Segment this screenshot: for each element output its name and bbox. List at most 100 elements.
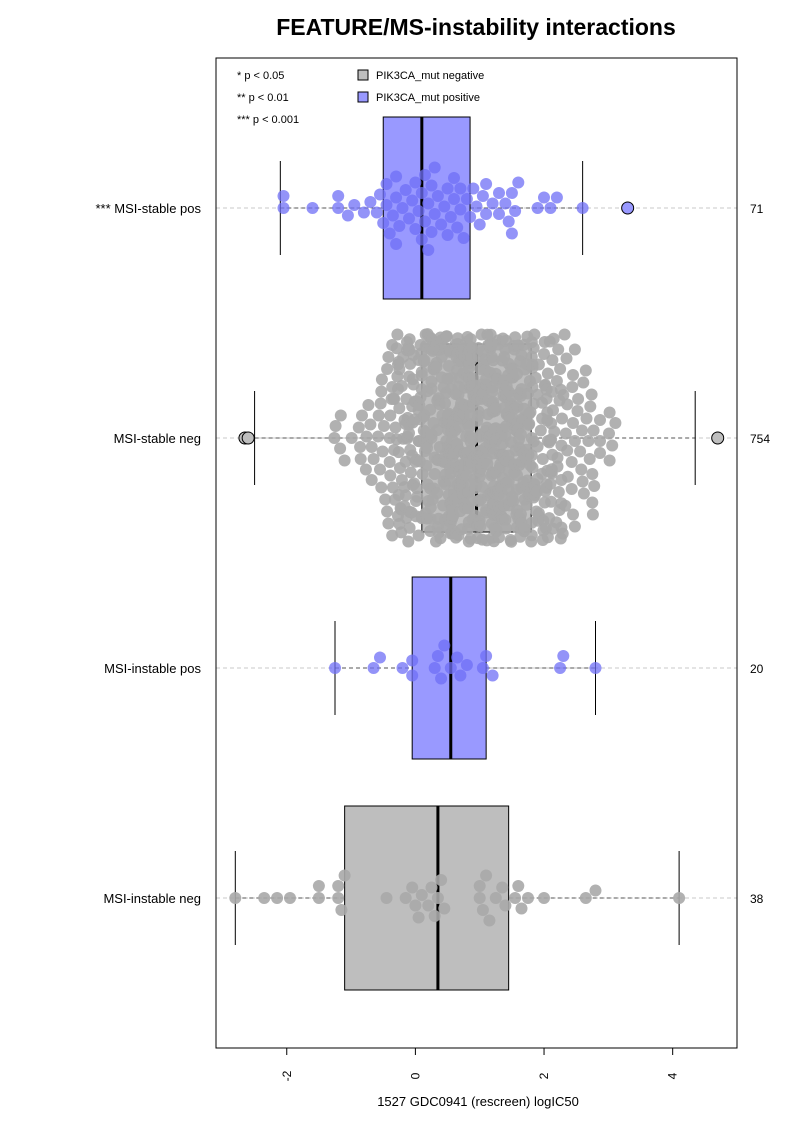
data-point xyxy=(474,880,486,892)
data-point xyxy=(603,428,615,440)
data-point xyxy=(445,662,457,674)
data-point xyxy=(594,414,606,426)
data-point xyxy=(432,190,444,202)
data-point xyxy=(438,640,450,652)
group-label: *** MSI-stable pos xyxy=(96,201,202,216)
data-point xyxy=(411,491,423,503)
group-labels: *** MSI-stable pos 71MSI-stable neg 754MSI… xyxy=(96,201,771,906)
data-point xyxy=(673,892,685,904)
data-point xyxy=(487,670,499,682)
data-point xyxy=(400,489,412,501)
data-point xyxy=(586,468,598,480)
data-point xyxy=(512,177,524,189)
data-point xyxy=(354,441,366,453)
data-point xyxy=(532,202,544,214)
data-point xyxy=(528,329,540,341)
data-point xyxy=(483,915,495,927)
group-count: 71 xyxy=(750,202,764,216)
data-point xyxy=(552,461,564,473)
data-point xyxy=(451,222,463,234)
data-point xyxy=(584,401,596,413)
data-point xyxy=(402,536,414,548)
data-point xyxy=(474,520,486,532)
x-axis: -2 0 2 4 xyxy=(280,1048,680,1081)
data-point xyxy=(548,333,560,345)
data-point xyxy=(604,407,616,419)
data-point xyxy=(313,880,325,892)
data-point xyxy=(413,205,425,217)
data-point xyxy=(387,210,399,222)
data-point xyxy=(426,376,438,388)
data-point xyxy=(339,455,351,467)
data-point xyxy=(499,900,511,912)
data-point xyxy=(577,377,589,389)
data-point xyxy=(372,431,384,443)
data-point xyxy=(329,662,341,674)
data-point xyxy=(416,187,428,199)
data-point xyxy=(566,456,578,468)
data-point xyxy=(480,650,492,662)
x-tick-label: 4 xyxy=(666,1072,680,1079)
data-point xyxy=(362,399,374,411)
data-point xyxy=(590,885,602,897)
data-point xyxy=(464,211,476,223)
data-point xyxy=(584,453,596,465)
data-point xyxy=(258,892,270,904)
data-point xyxy=(578,488,590,500)
data-point xyxy=(381,199,393,211)
data-point xyxy=(569,521,581,533)
data-point xyxy=(409,223,421,235)
data-point xyxy=(493,208,505,220)
data-point xyxy=(360,464,372,476)
data-point xyxy=(461,193,473,205)
significance-legend-entry: * p < 0.05 xyxy=(237,70,284,82)
data-point xyxy=(361,431,373,443)
data-point xyxy=(422,244,434,256)
data-point xyxy=(499,198,511,210)
data-point xyxy=(587,509,599,521)
data-point xyxy=(368,662,380,674)
data-point xyxy=(381,363,393,375)
data-point xyxy=(348,199,360,211)
data-point xyxy=(384,456,396,468)
outlier-point xyxy=(242,432,254,444)
data-point xyxy=(454,183,466,195)
data-point xyxy=(512,880,524,892)
data-point xyxy=(577,202,589,214)
data-point xyxy=(538,192,550,204)
data-point xyxy=(580,365,592,377)
x-axis-label: 1527 GDC0941 (rescreen) logIC50 xyxy=(377,1094,579,1109)
data-point xyxy=(477,190,489,202)
data-point xyxy=(426,180,438,192)
data-point xyxy=(442,183,454,195)
data-point xyxy=(400,892,412,904)
data-point xyxy=(416,889,428,901)
data-point xyxy=(445,211,457,223)
data-point xyxy=(590,662,602,674)
data-point xyxy=(429,162,441,174)
data-point xyxy=(516,903,528,915)
data-point xyxy=(271,892,283,904)
data-point xyxy=(588,425,600,437)
x-tick-label: -2 xyxy=(280,1070,294,1081)
data-point xyxy=(371,207,383,219)
data-point xyxy=(377,446,389,458)
data-point xyxy=(474,219,486,231)
data-point xyxy=(374,464,386,476)
group-count: 754 xyxy=(750,432,770,446)
data-point xyxy=(448,172,460,184)
legend-entry: PIK3CA_mut positive xyxy=(376,92,480,104)
group-count: 38 xyxy=(750,892,764,906)
data-point xyxy=(374,652,386,664)
data-point xyxy=(576,425,588,437)
data-point xyxy=(358,207,370,219)
box-plots xyxy=(235,117,695,990)
data-point xyxy=(556,413,568,425)
data-point xyxy=(382,518,394,530)
data-point xyxy=(332,880,344,892)
data-point xyxy=(496,882,508,894)
group-label: MSI-instable pos xyxy=(104,661,201,676)
data-point xyxy=(458,232,470,244)
data-point xyxy=(278,202,290,214)
data-point xyxy=(375,482,387,494)
